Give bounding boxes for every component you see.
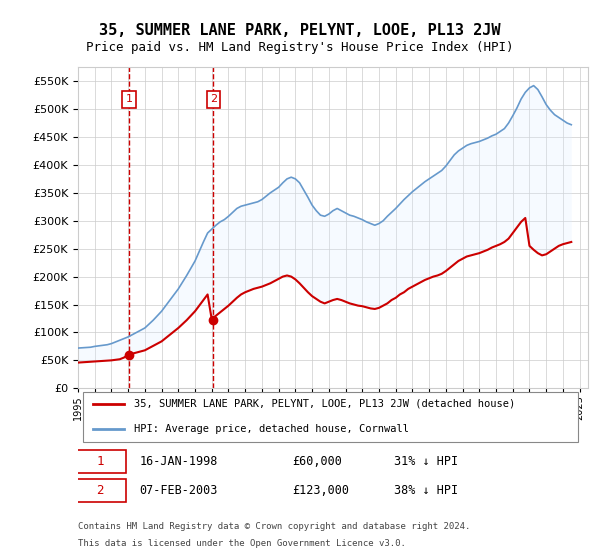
Text: 16-JAN-1998: 16-JAN-1998 — [139, 455, 218, 468]
FancyBboxPatch shape — [73, 479, 127, 502]
Text: £60,000: £60,000 — [292, 455, 342, 468]
FancyBboxPatch shape — [73, 450, 127, 473]
Text: 2: 2 — [210, 94, 217, 104]
Text: HPI: Average price, detached house, Cornwall: HPI: Average price, detached house, Corn… — [134, 424, 409, 434]
Text: This data is licensed under the Open Government Licence v3.0.: This data is licensed under the Open Gov… — [78, 539, 406, 548]
Text: 38% ↓ HPI: 38% ↓ HPI — [394, 484, 458, 497]
Text: 2: 2 — [96, 484, 104, 497]
Text: £123,000: £123,000 — [292, 484, 349, 497]
Text: Price paid vs. HM Land Registry's House Price Index (HPI): Price paid vs. HM Land Registry's House … — [86, 41, 514, 54]
FancyBboxPatch shape — [83, 392, 578, 442]
Text: 35, SUMMER LANE PARK, PELYNT, LOOE, PL13 2JW (detached house): 35, SUMMER LANE PARK, PELYNT, LOOE, PL13… — [134, 399, 515, 409]
Text: 35, SUMMER LANE PARK, PELYNT, LOOE, PL13 2JW: 35, SUMMER LANE PARK, PELYNT, LOOE, PL13… — [99, 24, 501, 38]
Text: 07-FEB-2003: 07-FEB-2003 — [139, 484, 218, 497]
Text: 1: 1 — [125, 94, 133, 104]
Text: 31% ↓ HPI: 31% ↓ HPI — [394, 455, 458, 468]
Text: Contains HM Land Registry data © Crown copyright and database right 2024.: Contains HM Land Registry data © Crown c… — [78, 522, 470, 531]
Text: 1: 1 — [96, 455, 104, 468]
